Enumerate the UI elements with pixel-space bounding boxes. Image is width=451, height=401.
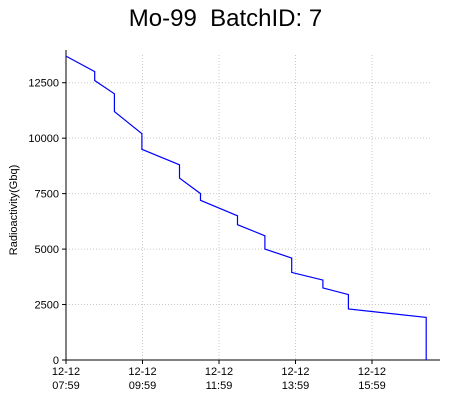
series xyxy=(65,55,427,360)
y-tick-label: 10000 xyxy=(28,133,59,145)
tick-labels: 0 2500 5000 7500 10000 12500 12-12 07:59 12-12 09… xyxy=(28,78,386,392)
x-tick-date: 12-12 xyxy=(52,366,80,378)
x-tick-time: 15:59 xyxy=(358,380,386,392)
y-tick-label: 2500 xyxy=(35,300,59,312)
x-tick-date: 12-12 xyxy=(358,366,386,378)
axes xyxy=(62,50,440,364)
x-tick-date: 12-12 xyxy=(281,366,309,378)
y-tick-label: 5000 xyxy=(35,244,59,256)
x-tick-time: 09:59 xyxy=(129,380,157,392)
y-tick-label: 7500 xyxy=(35,189,59,201)
chart-title: Mo-99 BatchID: 7 xyxy=(128,5,323,32)
x-tick-date: 12-12 xyxy=(128,366,156,378)
y-axis-label: Radioactivity(Gbq) xyxy=(8,165,20,255)
series-line xyxy=(65,55,427,360)
grid xyxy=(66,55,430,360)
x-tick-time: 07:59 xyxy=(52,380,80,392)
y-tick-label: 12500 xyxy=(28,78,59,90)
x-tick-date: 12-12 xyxy=(205,366,233,378)
x-tick-time: 11:59 xyxy=(206,380,233,392)
x-tick-time: 13:59 xyxy=(282,380,310,392)
y-tick-label: 0 xyxy=(53,355,59,367)
